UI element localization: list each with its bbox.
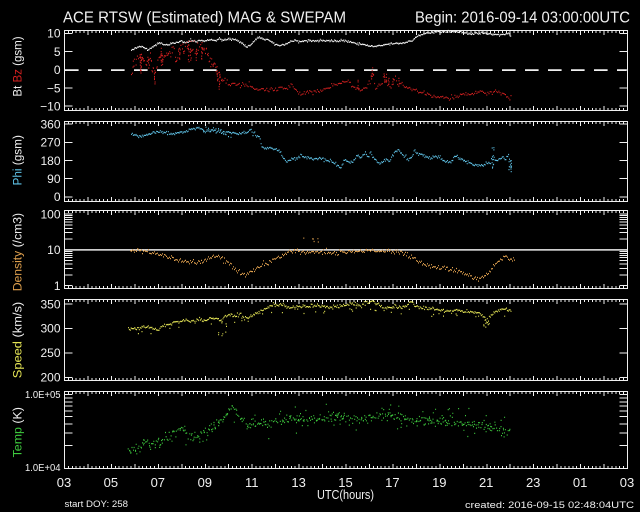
svg-text:10: 10 — [47, 27, 61, 41]
svg-text:270: 270 — [40, 136, 60, 150]
svg-text:05: 05 — [104, 475, 118, 490]
svg-text:−5: −5 — [47, 81, 61, 95]
svg-text:13: 13 — [291, 475, 305, 490]
svg-text:created: 2016-09-15 02:48:04UT: created: 2016-09-15 02:48:04UTC — [465, 500, 634, 511]
svg-text:Bt Bz (gsm): Bt Bz (gsm) — [12, 36, 24, 96]
svg-text:1.0E+05: 1.0E+05 — [25, 390, 61, 401]
svg-text:11: 11 — [245, 475, 259, 490]
svg-text:UTC(hours): UTC(hours) — [317, 488, 374, 502]
svg-text:1: 1 — [54, 279, 61, 293]
svg-text:Density (/cm3): Density (/cm3) — [12, 213, 24, 292]
svg-text:90: 90 — [47, 172, 61, 186]
svg-text:350: 350 — [40, 297, 60, 311]
svg-text:250: 250 — [40, 346, 60, 360]
svg-text:ACE RTSW (Estimated) MAG & SWE: ACE RTSW (Estimated) MAG & SWEPAM — [63, 9, 346, 26]
svg-text:10: 10 — [47, 243, 61, 257]
svg-text:1.0E+04: 1.0E+04 — [25, 463, 61, 474]
svg-text:Speed (km/s): Speed (km/s) — [12, 302, 24, 379]
svg-text:03: 03 — [57, 475, 71, 490]
svg-text:17: 17 — [385, 475, 399, 490]
svg-text:360: 360 — [40, 117, 60, 131]
svg-text:01: 01 — [573, 475, 587, 490]
svg-text:Begin: 2016-09-14 03:00:00UTC: Begin: 2016-09-14 03:00:00UTC — [415, 9, 630, 26]
svg-text:07: 07 — [151, 475, 165, 490]
svg-text:180: 180 — [40, 154, 60, 168]
svg-text:−10: −10 — [40, 100, 61, 114]
svg-text:0: 0 — [54, 190, 61, 204]
svg-text:23: 23 — [526, 475, 540, 490]
svg-text:03: 03 — [620, 475, 634, 490]
svg-text:200: 200 — [40, 371, 60, 385]
svg-text:15: 15 — [338, 475, 352, 490]
svg-text:19: 19 — [432, 475, 446, 490]
svg-text:Temp (K): Temp (K) — [12, 407, 24, 457]
svg-text:300: 300 — [40, 322, 60, 336]
svg-text:09: 09 — [198, 475, 212, 490]
svg-text:start DOY: 258: start DOY: 258 — [65, 499, 129, 510]
svg-text:5: 5 — [54, 45, 61, 59]
svg-text:Phi (gsm): Phi (gsm) — [12, 135, 24, 186]
svg-text:21: 21 — [479, 475, 493, 490]
svg-text:100: 100 — [40, 207, 60, 221]
svg-text:0: 0 — [54, 63, 61, 77]
